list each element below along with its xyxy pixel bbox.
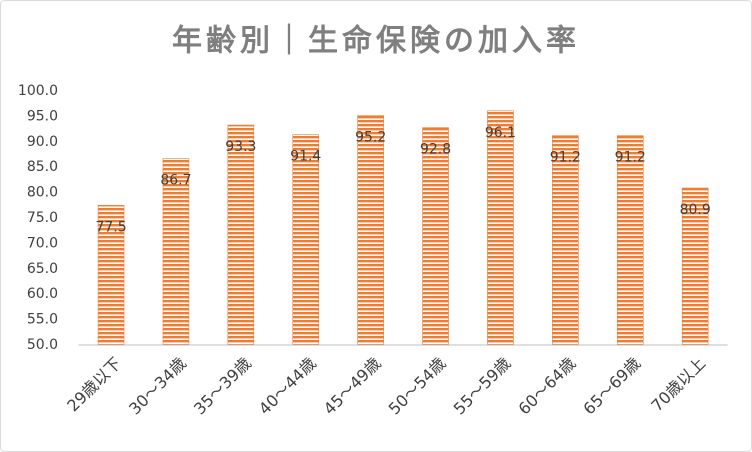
y-tick-label: 75.0 xyxy=(27,210,58,226)
y-tick-label: 70.0 xyxy=(27,235,58,251)
data-label: 77.5 xyxy=(95,219,126,235)
bar xyxy=(97,205,125,346)
data-label: 93.3 xyxy=(225,139,256,155)
data-label: 91.2 xyxy=(550,150,581,166)
y-tick-label: 90.0 xyxy=(27,134,58,150)
bar xyxy=(292,134,320,346)
data-label: 96.1 xyxy=(485,125,516,141)
bar xyxy=(357,115,384,346)
data-label: 91.4 xyxy=(290,149,321,165)
y-tick-label: 50.0 xyxy=(27,337,58,353)
data-label: 80.9 xyxy=(680,202,711,218)
bar xyxy=(681,187,709,346)
data-label: 91.2 xyxy=(615,150,646,166)
y-tick-label: 55.0 xyxy=(27,312,58,328)
y-tick-label: 65.0 xyxy=(27,261,58,277)
y-tick-label: 85.0 xyxy=(27,159,58,175)
chart-title: 年齢別｜生命保険の加入率 xyxy=(172,24,580,59)
bar xyxy=(552,135,579,346)
y-tick-label: 95.0 xyxy=(27,108,58,124)
bar xyxy=(162,158,190,346)
y-tick-label: 100.0 xyxy=(18,83,58,99)
bar xyxy=(616,135,644,346)
bar xyxy=(227,124,255,346)
y-tick-label: 60.0 xyxy=(27,286,58,302)
data-label: 86.7 xyxy=(160,173,191,189)
bar xyxy=(422,127,449,346)
data-label: 95.2 xyxy=(355,129,386,145)
y-tick-label: 80.0 xyxy=(27,185,58,201)
bar xyxy=(487,110,514,346)
data-label: 92.8 xyxy=(420,142,451,158)
